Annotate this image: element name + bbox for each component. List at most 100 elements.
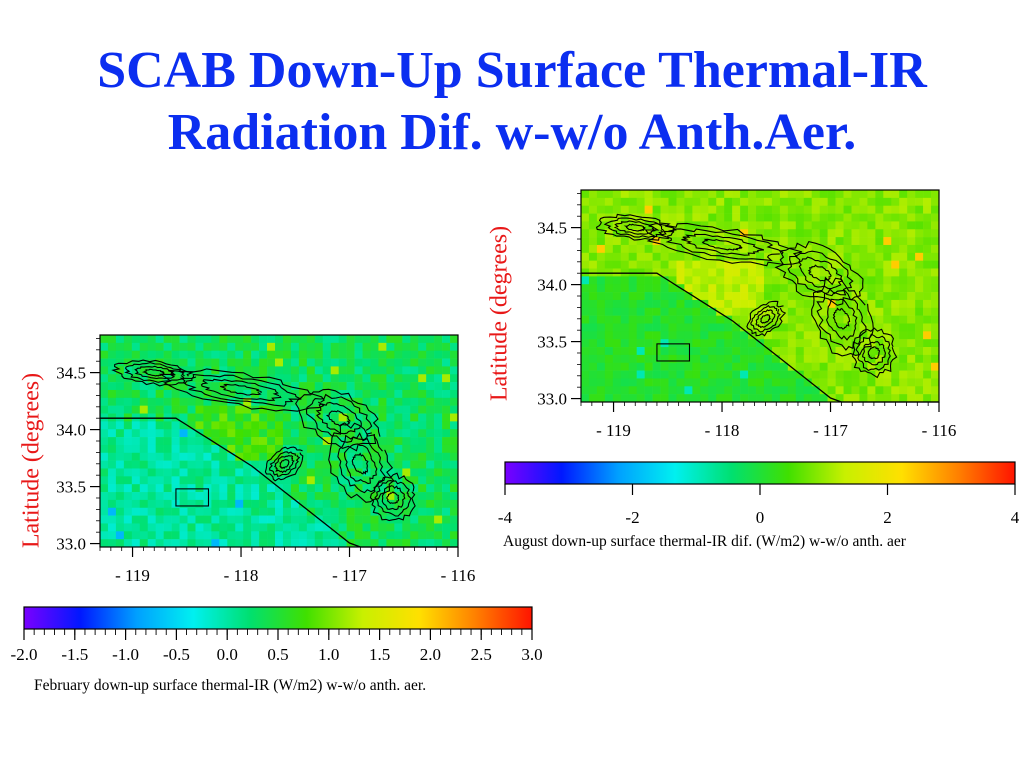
- august-heatmap-cell: [843, 260, 852, 269]
- february-heatmap-cell: [123, 476, 133, 485]
- august-heatmap-cell: [700, 315, 709, 324]
- february-heatmap-cell: [123, 539, 133, 548]
- february-heatmap-cell: [123, 499, 133, 509]
- february-heatmap-cell: [235, 468, 244, 477]
- august-heatmap-cell: [851, 299, 860, 309]
- august-heatmap-cell: [684, 260, 693, 269]
- february-heatmap-cell: [442, 468, 451, 477]
- february-heatmap-cell: [203, 358, 212, 367]
- february-heatmap-cell: [434, 492, 443, 501]
- august-heatmap-cell: [716, 229, 725, 238]
- august-heatmap-cell: [708, 370, 717, 379]
- february-heatmap-cell: [306, 421, 316, 430]
- february-heatmap-cell: [314, 531, 324, 540]
- february-terrain-contour: [325, 410, 351, 427]
- february-heatmap-cell: [131, 342, 141, 351]
- august-heatmap-cell: [596, 292, 606, 301]
- august-heatmap-cell: [732, 299, 741, 309]
- august-heatmap-cell: [708, 190, 717, 199]
- february-heatmap-cell: [147, 460, 156, 469]
- february-heatmap-cell: [179, 429, 188, 438]
- august-heatmap-cell: [883, 260, 892, 269]
- august-heatmap-cell: [740, 347, 749, 356]
- february-heatmap-cell: [243, 499, 252, 509]
- august-heatmap-cell: [851, 347, 860, 356]
- august-heatmap-cell: [716, 260, 725, 269]
- august-heatmap-cell: [620, 299, 630, 309]
- august-heatmap-cell: [883, 386, 892, 395]
- august-heatmap-cell: [748, 190, 757, 199]
- august-heatmap-cell: [660, 315, 669, 324]
- august-heatmap-cell: [787, 237, 797, 246]
- february-heatmap-cell: [362, 507, 371, 516]
- august-heatmap-cell: [756, 205, 765, 214]
- august-heatmap-cell: [907, 315, 916, 324]
- february-heatmap-cell: [282, 507, 292, 516]
- february-heatmap-cell: [354, 444, 363, 454]
- august-heatmap-cell: [716, 362, 725, 371]
- february-heatmap-cell: [147, 342, 156, 351]
- february-heatmap-cell: [147, 539, 156, 548]
- august-heatmap-cell: [827, 252, 836, 261]
- august-heatmap-cell: [915, 362, 924, 371]
- august-heatmap-cell: [716, 331, 725, 340]
- february-heatmap-cell: [187, 350, 196, 359]
- august-heatmap-cell: [795, 252, 805, 261]
- february-heatmap-cell: [115, 374, 125, 383]
- february-heatmap-cell: [354, 429, 363, 438]
- february-heatmap-cell: [107, 389, 117, 399]
- august-heatmap-cell: [644, 354, 653, 364]
- august-heatmap-cell: [787, 260, 797, 269]
- february-heatmap-cell: [314, 515, 324, 524]
- august-heatmap-cell: [676, 331, 685, 340]
- february-heatmap-cell: [290, 476, 300, 485]
- february-heatmap-cell: [426, 484, 435, 493]
- february-heatmap-cell: [267, 460, 276, 469]
- august-heatmap-cell: [652, 260, 661, 269]
- august-heatmap-cell: [660, 292, 669, 301]
- august-heatmap-cell: [660, 268, 669, 277]
- february-heatmap-cell: [434, 444, 443, 454]
- august-heatmap-cell: [827, 347, 836, 356]
- august-heatmap-cell: [700, 252, 709, 261]
- february-terrain-contour: [220, 383, 262, 396]
- february-heatmap-cell: [123, 444, 133, 454]
- august-heatmap-cell: [795, 323, 805, 332]
- february-heatmap-cell: [298, 476, 308, 485]
- august-heatmap-cell: [708, 205, 717, 214]
- august-heatmap-cell: [851, 362, 860, 371]
- february-heatmap-cell: [187, 366, 196, 375]
- february-heatmap-cell: [243, 421, 252, 430]
- february-heatmap-cell: [418, 397, 427, 406]
- august-heatmap-cell: [740, 378, 749, 387]
- february-heatmap-cell: [410, 366, 419, 375]
- february-heatmap-cell: [346, 531, 355, 540]
- february-heatmap-cell: [100, 429, 109, 438]
- august-heatmap-cell: [891, 378, 900, 387]
- august-heatmap-cell: [620, 205, 630, 214]
- august-heatmap-cell: [620, 221, 630, 230]
- february-heatmap-cell: [306, 539, 316, 548]
- february-heatmap-cell: [243, 342, 252, 351]
- august-heatmap-cell: [636, 229, 645, 238]
- august-heatmap-cell: [652, 323, 661, 332]
- february-heatmap-cell: [322, 358, 332, 367]
- august-heatmap-cell: [771, 394, 781, 403]
- february-heatmap-cell: [442, 413, 451, 422]
- august-heatmap-cell: [931, 268, 940, 277]
- february-heatmap-cell: [251, 358, 260, 367]
- august-heatmap-cell: [716, 299, 725, 309]
- august-heatmap-cell: [811, 260, 820, 269]
- august-heatmap-cell: [596, 213, 606, 222]
- february-heatmap-cell: [100, 405, 109, 414]
- february-heatmap-cell: [394, 389, 403, 399]
- august-heatmap-cell: [644, 339, 653, 348]
- august-heatmap-cell: [628, 386, 637, 395]
- august-heatmap-cell: [931, 252, 940, 261]
- august-heatmap-cell: [787, 229, 797, 238]
- august-heatmap-cell: [660, 190, 669, 199]
- august-heatmap-cell: [771, 276, 781, 285]
- august-heatmap-cell: [787, 276, 797, 285]
- february-heatmap-cell: [370, 413, 379, 422]
- february-heatmap-cell: [187, 437, 196, 446]
